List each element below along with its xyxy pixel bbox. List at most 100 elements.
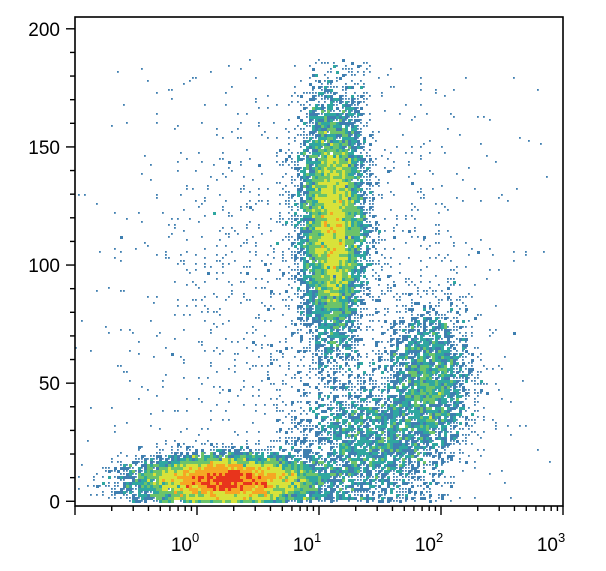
density-cell bbox=[429, 341, 432, 344]
density-cell bbox=[288, 131, 290, 133]
density-cell bbox=[315, 116, 318, 119]
density-cell bbox=[444, 413, 447, 416]
density-cell bbox=[360, 260, 362, 262]
density-cell bbox=[390, 368, 393, 371]
density-cell bbox=[399, 443, 402, 446]
density-cell bbox=[321, 314, 324, 317]
density-cell bbox=[354, 344, 356, 346]
density-cell bbox=[441, 398, 444, 401]
density-cell bbox=[426, 326, 428, 328]
density-cell bbox=[306, 452, 309, 455]
density-cell bbox=[363, 269, 366, 272]
density-cell bbox=[420, 296, 422, 298]
density-cell bbox=[405, 305, 407, 307]
density-cell bbox=[399, 263, 401, 265]
density-cell bbox=[243, 242, 245, 244]
density-cell bbox=[117, 455, 119, 457]
density-cell bbox=[438, 422, 441, 425]
density-cell bbox=[426, 383, 429, 386]
density-cell bbox=[300, 302, 302, 304]
density-cell bbox=[348, 455, 351, 458]
density-cell bbox=[348, 116, 350, 118]
density-cell bbox=[228, 263, 230, 265]
density-cell bbox=[300, 245, 303, 248]
density-cell bbox=[342, 107, 344, 109]
density-cell bbox=[336, 401, 339, 404]
density-cell bbox=[438, 353, 441, 356]
density-cell bbox=[375, 278, 377, 280]
density-cell bbox=[267, 344, 269, 346]
density-cell bbox=[294, 140, 296, 142]
density-cell bbox=[336, 443, 338, 445]
density-cell bbox=[432, 329, 435, 332]
density-cell bbox=[387, 311, 389, 313]
density-cell bbox=[315, 299, 318, 302]
density-cell bbox=[450, 422, 452, 424]
density-cell bbox=[315, 293, 318, 296]
density-cell bbox=[351, 266, 354, 269]
density-cell bbox=[318, 422, 321, 425]
density-cell bbox=[327, 296, 330, 299]
density-cell bbox=[264, 263, 267, 266]
density-cell bbox=[330, 404, 332, 406]
density-cell bbox=[327, 125, 330, 128]
density-cell bbox=[396, 401, 399, 404]
density-cell bbox=[309, 350, 311, 352]
density-cell bbox=[426, 317, 429, 320]
density-cell bbox=[369, 119, 371, 121]
density-cell bbox=[312, 242, 315, 245]
density-cell bbox=[459, 410, 462, 413]
density-cell bbox=[483, 407, 485, 409]
density-cell bbox=[297, 311, 299, 313]
density-cell bbox=[369, 65, 371, 67]
density-cell bbox=[363, 419, 366, 422]
density-cell bbox=[366, 227, 368, 229]
density-cell bbox=[342, 191, 345, 194]
density-cell bbox=[309, 311, 312, 314]
density-cell bbox=[81, 320, 83, 322]
density-cell bbox=[333, 443, 335, 445]
density-cell bbox=[201, 341, 203, 343]
density-cell bbox=[351, 305, 353, 307]
density-cell bbox=[297, 428, 299, 430]
density-cell bbox=[363, 386, 366, 389]
density-cell bbox=[222, 443, 224, 445]
density-cell bbox=[348, 233, 351, 236]
density-cell bbox=[435, 455, 437, 457]
density-cell bbox=[435, 416, 438, 419]
density-cell bbox=[291, 182, 293, 184]
density-cell bbox=[324, 296, 327, 299]
density-cell bbox=[408, 323, 411, 326]
density-cell bbox=[414, 362, 417, 365]
density-cell bbox=[384, 413, 387, 416]
density-cell bbox=[384, 431, 386, 433]
density-cell bbox=[375, 419, 378, 422]
density-cell bbox=[318, 230, 321, 233]
density-cell bbox=[357, 188, 360, 191]
density-cell bbox=[390, 395, 393, 398]
density-cell bbox=[321, 359, 323, 361]
density-cell bbox=[465, 296, 467, 298]
density-cell bbox=[372, 350, 374, 352]
density-cell bbox=[279, 410, 281, 412]
density-cell bbox=[369, 443, 372, 446]
density-cell bbox=[294, 425, 297, 428]
density-cell bbox=[309, 254, 312, 257]
density-cell bbox=[348, 137, 351, 140]
density-cell bbox=[417, 386, 420, 389]
density-cell bbox=[411, 365, 414, 368]
density-cell bbox=[276, 431, 278, 433]
density-cell bbox=[393, 344, 395, 346]
density-cell bbox=[387, 290, 389, 292]
density-cell bbox=[258, 317, 260, 319]
density-cell bbox=[87, 440, 89, 442]
density-cell bbox=[273, 293, 275, 295]
density-cell bbox=[381, 383, 383, 385]
density-cell bbox=[444, 329, 447, 332]
density-cell bbox=[321, 269, 324, 272]
density-cell bbox=[426, 320, 428, 322]
density-cell bbox=[330, 311, 332, 313]
density-cell bbox=[291, 224, 293, 226]
density-cell bbox=[348, 254, 351, 257]
density-cell bbox=[354, 443, 357, 446]
